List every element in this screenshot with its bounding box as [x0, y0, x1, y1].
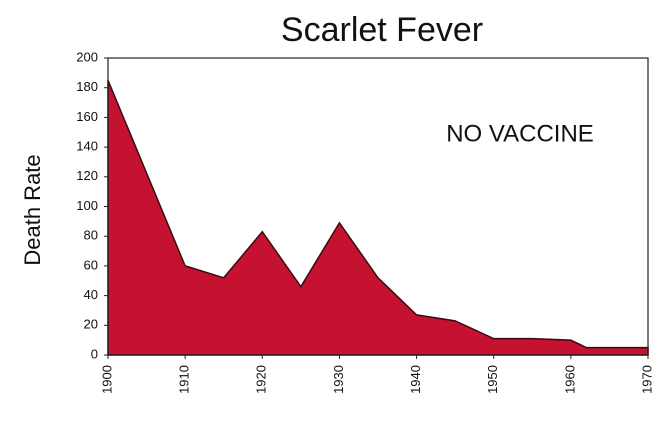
x-tick-label: 1950	[485, 365, 500, 394]
x-tick-label: 1940	[408, 365, 423, 394]
y-tick-label: 100	[76, 198, 98, 213]
x-tick-label: 1960	[562, 365, 577, 394]
y-tick-label: 60	[84, 257, 98, 272]
y-tick-label: 120	[76, 168, 98, 183]
x-tick-label: 1900	[99, 365, 114, 394]
y-tick-label: 200	[76, 49, 98, 64]
annotation: NO VACCINE	[446, 120, 594, 147]
y-tick-label: 20	[84, 317, 98, 332]
y-axis-label: Death Rate	[20, 154, 45, 265]
y-tick-label: 80	[84, 228, 98, 243]
y-tick-label: 40	[84, 287, 98, 302]
x-tick-label: 1930	[331, 365, 346, 394]
y-tick-label: 140	[76, 139, 98, 154]
x-tick-label: 1920	[254, 365, 269, 394]
x-tick-label: 1910	[177, 365, 192, 394]
y-tick-label: 180	[76, 79, 98, 94]
x-tick-label: 1970	[639, 365, 654, 394]
y-tick-label: 160	[76, 109, 98, 124]
chart-title: Scarlet Fever	[281, 11, 483, 49]
y-tick-label: 0	[91, 346, 98, 361]
